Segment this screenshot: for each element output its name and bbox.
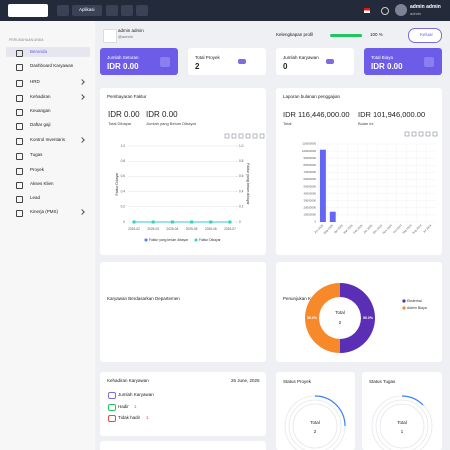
- icon-button[interactable]: [136, 5, 148, 16]
- nav-icon: [16, 153, 23, 160]
- logo: [8, 4, 48, 17]
- nav-icon: [16, 168, 23, 175]
- attendance-value: 1: [146, 415, 149, 420]
- stat-value: IDR 116,446,000.00: [283, 110, 350, 119]
- panel-title: Pembayaran Faktur: [107, 94, 147, 99]
- card-label: Jumlah Karyawan: [283, 55, 319, 60]
- nav-item[interactable]: Lead: [30, 195, 41, 200]
- card-icon: [160, 57, 170, 67]
- active-item-bg: [6, 47, 90, 57]
- logout-button[interactable]: [408, 28, 442, 43]
- user-role: admin: [410, 11, 421, 16]
- nav-item[interactable]: Beranda: [30, 49, 48, 54]
- stat-label: Bulan ini: [358, 121, 374, 126]
- panel: [100, 88, 266, 255]
- nav-item[interactable]: Proyek: [30, 167, 45, 172]
- panel: [100, 441, 266, 450]
- profile-handle: @admin: [118, 34, 133, 39]
- panel: [276, 88, 442, 255]
- progress-bar: [330, 34, 362, 37]
- profile-avatar: [103, 29, 117, 43]
- nav-icon: [16, 64, 23, 71]
- attendance-label: Tidak hadir: [118, 415, 141, 420]
- profile-name: admin admin: [118, 28, 144, 33]
- check-icon[interactable]: [381, 7, 389, 15]
- stat-value: IDR 101,946,000.00: [358, 110, 426, 119]
- panel-title: Karyawan Berdasarkan Departemen: [107, 296, 180, 301]
- apps-button[interactable]: [72, 5, 102, 16]
- card-value: IDR 0.00: [107, 62, 139, 71]
- panel: [276, 262, 442, 362]
- card-icon: [326, 59, 334, 64]
- card-label: Total Proyek: [195, 55, 220, 60]
- app-button-label[interactable]: Aplikasi: [79, 7, 95, 12]
- panel-title: Penunjukan Karyawan: [283, 296, 329, 301]
- nav-item[interactable]: Keuangan: [30, 108, 51, 113]
- attendance-date: 26 June, 2025: [231, 378, 260, 383]
- stat-card: [276, 48, 354, 75]
- nav-item[interactable]: Kinerja (PMS): [30, 209, 59, 214]
- stat-value: IDR 0.00: [146, 110, 178, 119]
- completeness-title: Kelengkapan profil: [276, 32, 314, 37]
- card-icon: [238, 59, 246, 64]
- icon-button[interactable]: [57, 5, 69, 16]
- flag-icon[interactable]: [364, 8, 370, 13]
- card-value: 0: [283, 62, 288, 71]
- card-label: Total Biaya: [371, 55, 394, 60]
- nav-icon: [16, 210, 23, 217]
- panel: [100, 372, 266, 436]
- nav-item[interactable]: Kontrol Inventaris: [30, 137, 66, 142]
- nav-icon: [16, 95, 23, 102]
- panel-title: Status Tugas: [369, 379, 396, 384]
- card-icon: [424, 57, 434, 67]
- nav-item[interactable]: Daftar gaji: [30, 122, 51, 127]
- sidebar: [0, 21, 95, 450]
- icon-button[interactable]: [106, 5, 118, 16]
- nav-icon: [16, 109, 23, 116]
- avatar[interactable]: [395, 4, 407, 16]
- user-name: admin admin: [410, 4, 441, 10]
- attendance-label: Hadir: [118, 404, 129, 409]
- nav-item[interactable]: Dashboard Karyawan: [30, 63, 74, 68]
- nav-icon: [16, 123, 23, 130]
- nav-icon: [16, 196, 23, 203]
- nav-icon: [16, 182, 23, 189]
- card-value: IDR 0.00: [371, 62, 403, 71]
- nav-icon: [16, 138, 23, 145]
- stat-card: [188, 48, 266, 75]
- attendance-icon: [108, 404, 116, 411]
- stat-label: Total: [283, 121, 292, 126]
- panel: [100, 262, 266, 362]
- attendance-label: Jumlah Karyawan: [118, 392, 154, 397]
- panel-title: Status Proyek: [283, 379, 312, 384]
- nav-item[interactable]: Kehadiran: [30, 94, 51, 99]
- nav-item[interactable]: Tugas: [30, 152, 43, 157]
- card-value: 2: [195, 62, 200, 71]
- nav-icon: [16, 80, 23, 87]
- sidebar-section: PERUSAHAAN ANDA: [9, 38, 44, 42]
- nav-item[interactable]: Akses Klien: [30, 181, 54, 186]
- nav-icon: [16, 50, 23, 57]
- icon-button[interactable]: [121, 5, 133, 16]
- attendance-value: 1: [134, 404, 137, 409]
- stat-value: IDR 0.00: [108, 110, 140, 119]
- stat-label: Total Dibayar: [108, 121, 132, 126]
- nav-item[interactable]: HRD: [30, 79, 40, 84]
- logout-label[interactable]: Keluar: [420, 32, 434, 37]
- stat-label: Jumlah yang Belum Dibayar: [146, 121, 197, 126]
- attendance-icon: [108, 415, 116, 422]
- completeness-label: 100 %: [370, 32, 383, 37]
- panel-title: Laporan bulanan penggajian: [283, 94, 341, 99]
- attendance-icon: [108, 392, 116, 399]
- panel-title: Kehadiran Karyawan: [107, 378, 149, 383]
- card-label: Jumlah Setoran: [107, 55, 139, 60]
